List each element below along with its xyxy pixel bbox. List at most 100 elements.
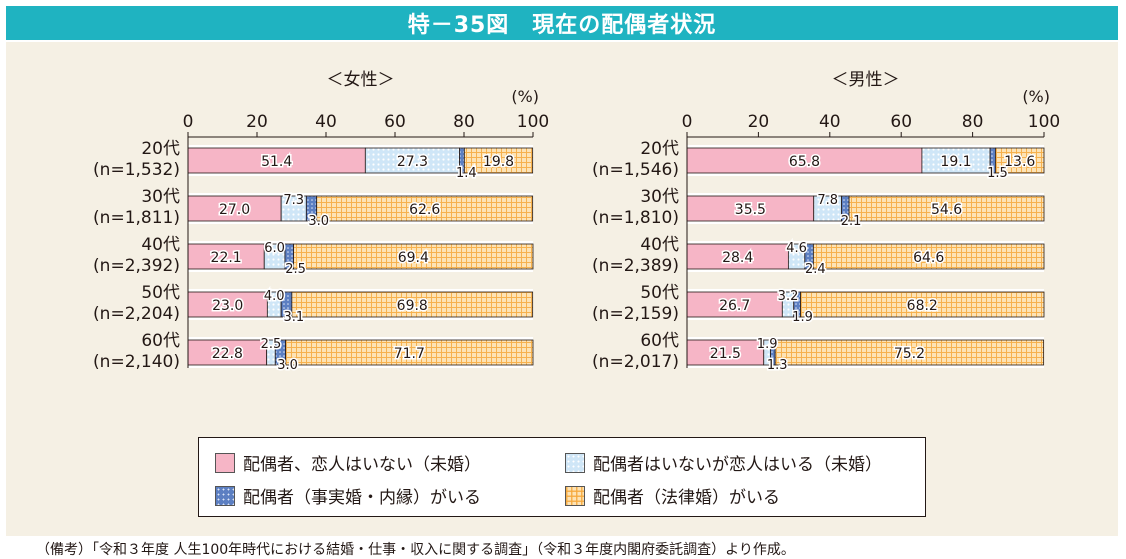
female-value-label-3-1: 4.0	[264, 289, 285, 304]
female-tick-label-100: 100	[517, 112, 549, 132]
male-value-label-0-2: 1.5	[987, 166, 1008, 181]
female-unit-label: (%)	[511, 87, 539, 106]
chart-svg: ＜女性＞ (%) 0 20 40 60 80 100 20代(n=1,532) 51.4 27.3 1…	[93, 70, 1060, 375]
female-value-label-4-1: 2.5	[261, 337, 282, 352]
legend-label-married: 配偶者（法律婚）がいる	[593, 488, 780, 508]
male-unit-label: (%)	[1022, 87, 1050, 106]
male-bar-2-series-0	[686, 243, 789, 270]
male-value-label-1-2: 2.1	[841, 214, 862, 229]
male-value-label-4-2: 1.3	[767, 358, 788, 373]
male-value-label-2-2: 2.4	[805, 262, 826, 277]
source-note: （備考）「令和３年度 人生100年時代における結婚・仕事・収入に関する調査」（令…	[36, 542, 795, 558]
male-category-label-3: 50代	[640, 283, 679, 303]
female-value-label-4-0: 22.8	[212, 346, 243, 362]
female-value-label-1-1: 7.3	[283, 193, 304, 208]
male-value-label-3-0: 26.7	[719, 298, 750, 314]
male-value-label-4-3: 75.2	[894, 346, 925, 362]
male-value-label-3-1: 3.2	[778, 289, 799, 304]
female-value-label-2-3: 69.4	[398, 250, 429, 266]
female-n-label-4: (n=2,140)	[93, 352, 180, 372]
male-n-label-2: (n=2,389)	[592, 256, 679, 276]
legend-label-dating: 配偶者はいないが恋人はいる（未婚）	[593, 455, 882, 475]
female-category-label-0: 20代	[141, 139, 180, 159]
male-bar-4-series-0	[686, 339, 765, 366]
female-tick-label-20: 20	[246, 112, 268, 132]
male-tick-label-60: 60	[890, 112, 912, 132]
female-bar-0-series-1	[364, 147, 460, 174]
male-tick-label-100: 100	[1028, 112, 1060, 132]
legend-swatch-married	[565, 485, 585, 506]
female-bar-2-series-3	[293, 243, 534, 270]
female-tick-label-60: 60	[384, 112, 406, 132]
female-chart-title: ＜女性＞	[327, 70, 395, 90]
male-n-label-3: (n=2,159)	[592, 304, 679, 324]
female-bar-1-series-1	[280, 195, 307, 222]
female-n-label-0: (n=1,532)	[93, 160, 180, 180]
legend-item-married: 配偶者（法律婚）がいる	[565, 483, 780, 508]
legend-label-single: 配偶者、恋人はいない（未婚）	[243, 455, 481, 475]
female-value-label-0-2: 1.4	[456, 166, 477, 181]
male-value-label-0-3: 13.6	[1004, 154, 1035, 170]
female-value-label-0-0: 51.4	[261, 154, 292, 170]
female-value-label-4-3: 71.7	[394, 346, 425, 362]
male-value-label-1-3: 54.6	[931, 202, 962, 218]
male-value-label-2-1: 4.6	[786, 241, 807, 256]
female-category-label-2: 40代	[141, 235, 180, 255]
male-bar-2-series-3	[812, 243, 1045, 270]
female-value-label-3-2: 3.1	[284, 310, 305, 325]
figure-frame: 特－35図 現在の配偶者状況 ＜女性＞ (%) 0 20 40 60 80 100 20代 (n=…	[6, 6, 1118, 558]
female-value-label-2-2: 2.5	[285, 262, 306, 277]
male-value-label-3-2: 1.9	[792, 310, 813, 325]
legend-swatch-single	[215, 452, 235, 473]
male-category-label-4: 60代	[640, 331, 679, 351]
legend-swatch-dating	[565, 452, 585, 473]
female-value-label-2-0: 22.1	[211, 250, 242, 266]
male-bar-3-series-3	[800, 291, 1045, 318]
chart-panel: ＜女性＞ (%) 0 20 40 60 80 100 20代 (n=1,532) 51.4 27.3 1…	[6, 42, 1118, 558]
female-value-label-0-1: 27.3	[397, 154, 428, 170]
female-bar-0-series-3	[463, 147, 534, 174]
legend-swatch-defacto	[215, 485, 235, 506]
female-value-label-1-2: 3.0	[308, 214, 329, 229]
male-bar-1-series-3	[848, 195, 1045, 222]
male-bar-0-series-3	[995, 147, 1045, 174]
male-value-label-4-1: 1.9	[757, 337, 778, 352]
male-value-label-0-0: 65.8	[789, 154, 820, 170]
male-value-label-1-1: 7.8	[817, 193, 838, 208]
female-bar-2-series-0	[187, 243, 265, 270]
legend: 配偶者、恋人はいない（未婚） 配偶者はいないが恋人はいる（未婚） 配偶者（事実婚…	[198, 437, 926, 517]
female-n-label-2: (n=2,392)	[93, 256, 180, 276]
female-value-label-2-1: 6.0	[264, 241, 285, 256]
female-value-label-1-3: 62.6	[409, 202, 440, 218]
female-n-label-1: (n=1,811)	[93, 208, 180, 228]
figure-title-banner: 特－35図 現在の配偶者状況	[6, 6, 1118, 40]
male-bar-0-series-1	[921, 147, 991, 174]
female-value-label-0-3: 19.8	[483, 154, 514, 170]
female-bar-3-series-0	[187, 291, 268, 318]
female-value-label-1-0: 27.0	[219, 202, 250, 218]
male-bar-3-series-0	[686, 291, 783, 318]
male-category-label-1: 30代	[640, 187, 679, 207]
male-bar-1-series-0	[686, 195, 815, 222]
female-tick-label-0: 0	[183, 112, 194, 132]
male-value-label-3-3: 68.2	[907, 298, 938, 314]
female-value-label-3-3: 69.8	[397, 298, 428, 314]
male-value-label-2-3: 64.6	[913, 250, 944, 266]
male-n-label-1: (n=1,810)	[592, 208, 679, 228]
female-bar-1-series-3	[316, 195, 534, 222]
male-tick-label-0: 0	[682, 112, 693, 132]
legend-item-dating: 配偶者はいないが恋人はいる（未婚）	[565, 450, 882, 475]
male-value-label-0-1: 19.1	[940, 154, 971, 170]
female-tick-label-80: 80	[453, 112, 475, 132]
male-value-label-4-0: 21.5	[710, 346, 741, 362]
male-category-label-2: 40代	[640, 235, 679, 255]
male-value-label-2-0: 28.4	[722, 250, 753, 266]
male-tick-label-20: 20	[748, 112, 770, 132]
female-value-label-4-2: 3.0	[277, 358, 298, 373]
legend-label-defacto: 配偶者（事実婚・内縁）がいる	[243, 488, 481, 508]
male-value-label-1-0: 35.5	[735, 202, 766, 218]
male-tick-label-40: 40	[819, 112, 841, 132]
female-category-label-3: 50代	[141, 283, 180, 303]
female-bar-4-series-3	[285, 339, 534, 366]
female-n-label-3: (n=2,204)	[93, 304, 180, 324]
